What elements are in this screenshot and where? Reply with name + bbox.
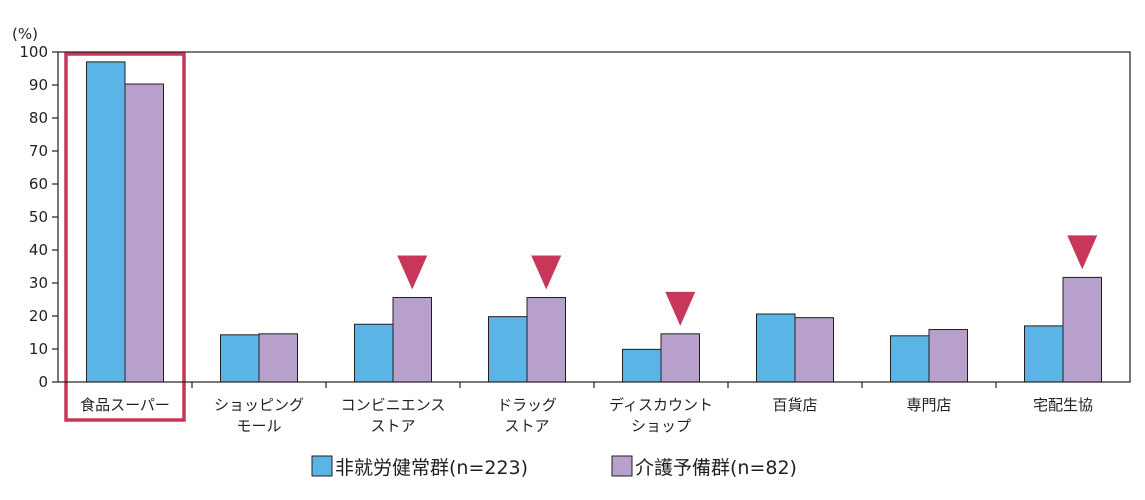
category-label: モール xyxy=(236,417,281,435)
bar-series-1-cat-8 xyxy=(1024,325,1064,383)
y-tick-label: 70 xyxy=(29,142,48,160)
category-label: コンビニエンス xyxy=(341,396,446,414)
legend-swatch xyxy=(611,455,633,477)
y-tick-label: 20 xyxy=(29,307,48,325)
down-triangle-marker xyxy=(1067,235,1098,270)
bar-series-1-cat-1 xyxy=(86,61,126,383)
y-tick-label: 10 xyxy=(29,340,48,358)
legend-label: 介護予備群(n=82) xyxy=(635,457,797,479)
bar-series-1-cat-4 xyxy=(488,316,528,383)
y-tick-label: 40 xyxy=(29,241,48,259)
y-tick-label: 60 xyxy=(29,175,48,193)
bar-series-2-cat-6 xyxy=(794,317,834,383)
bar-series-2-cat-7 xyxy=(928,329,968,383)
highlight-frame xyxy=(64,52,186,422)
bar-series-1-cat-2 xyxy=(220,334,260,383)
plot-area-frame xyxy=(57,51,1131,383)
highlight-rectangle xyxy=(64,52,186,422)
x-axis-ticks xyxy=(191,382,997,388)
bar-series-2-cat-4 xyxy=(526,297,566,383)
y-tick-label: 80 xyxy=(29,109,48,127)
bar-series-2-cat-3 xyxy=(392,297,432,383)
category-label: ストア xyxy=(370,417,415,435)
down-triangle-marker xyxy=(531,255,562,290)
markers xyxy=(397,235,1098,326)
category-label: ショップ xyxy=(631,417,691,435)
category-label: 食品スーパー xyxy=(80,396,170,414)
legend-swatch xyxy=(311,455,333,477)
down-triangle-marker xyxy=(665,291,696,326)
bar-series-1-cat-7 xyxy=(890,335,930,383)
category-label: 宅配生協 xyxy=(1033,396,1093,414)
down-triangle-marker xyxy=(397,255,428,290)
y-tick-label: 0 xyxy=(38,373,48,391)
y-tick-label: 50 xyxy=(29,208,48,226)
y-tick-label: 90 xyxy=(29,76,48,94)
y-axis-ticks: 0 10 20 30 40 50 60 70 80 90 100 xyxy=(19,43,58,391)
category-label: ショッピング xyxy=(214,396,304,414)
bar-series-1-cat-6 xyxy=(756,313,796,383)
bar-series-2-cat-2 xyxy=(258,333,298,383)
bar-series-1-cat-3 xyxy=(354,323,394,383)
bar-series-2-cat-1 xyxy=(124,83,164,383)
category-label: 専門店 xyxy=(906,396,951,414)
bars xyxy=(86,61,1102,383)
bar-series-2-cat-8 xyxy=(1062,276,1102,383)
category-label: ディスカウント xyxy=(609,396,713,414)
bar-series-2-cat-5 xyxy=(660,333,700,383)
legend-label: 非就労健常群(n=223) xyxy=(335,457,528,479)
category-label: 百貨店 xyxy=(772,396,817,414)
legend: 非就労健常群(n=223) 介護予備群(n=82) xyxy=(311,455,797,479)
x-axis-category-labels: 食品スーパー ショッピングモールコンビニエンスストアドラッグストアディスカウントシ… xyxy=(80,396,1093,435)
bar-series-1-cat-5 xyxy=(622,348,662,383)
category-label: ドラッグ xyxy=(497,396,557,414)
y-tick-label: 100 xyxy=(19,43,48,61)
category-label: ストア xyxy=(504,417,549,435)
y-tick-label: 30 xyxy=(29,274,48,292)
y-axis-unit-label: (%) xyxy=(12,25,38,43)
